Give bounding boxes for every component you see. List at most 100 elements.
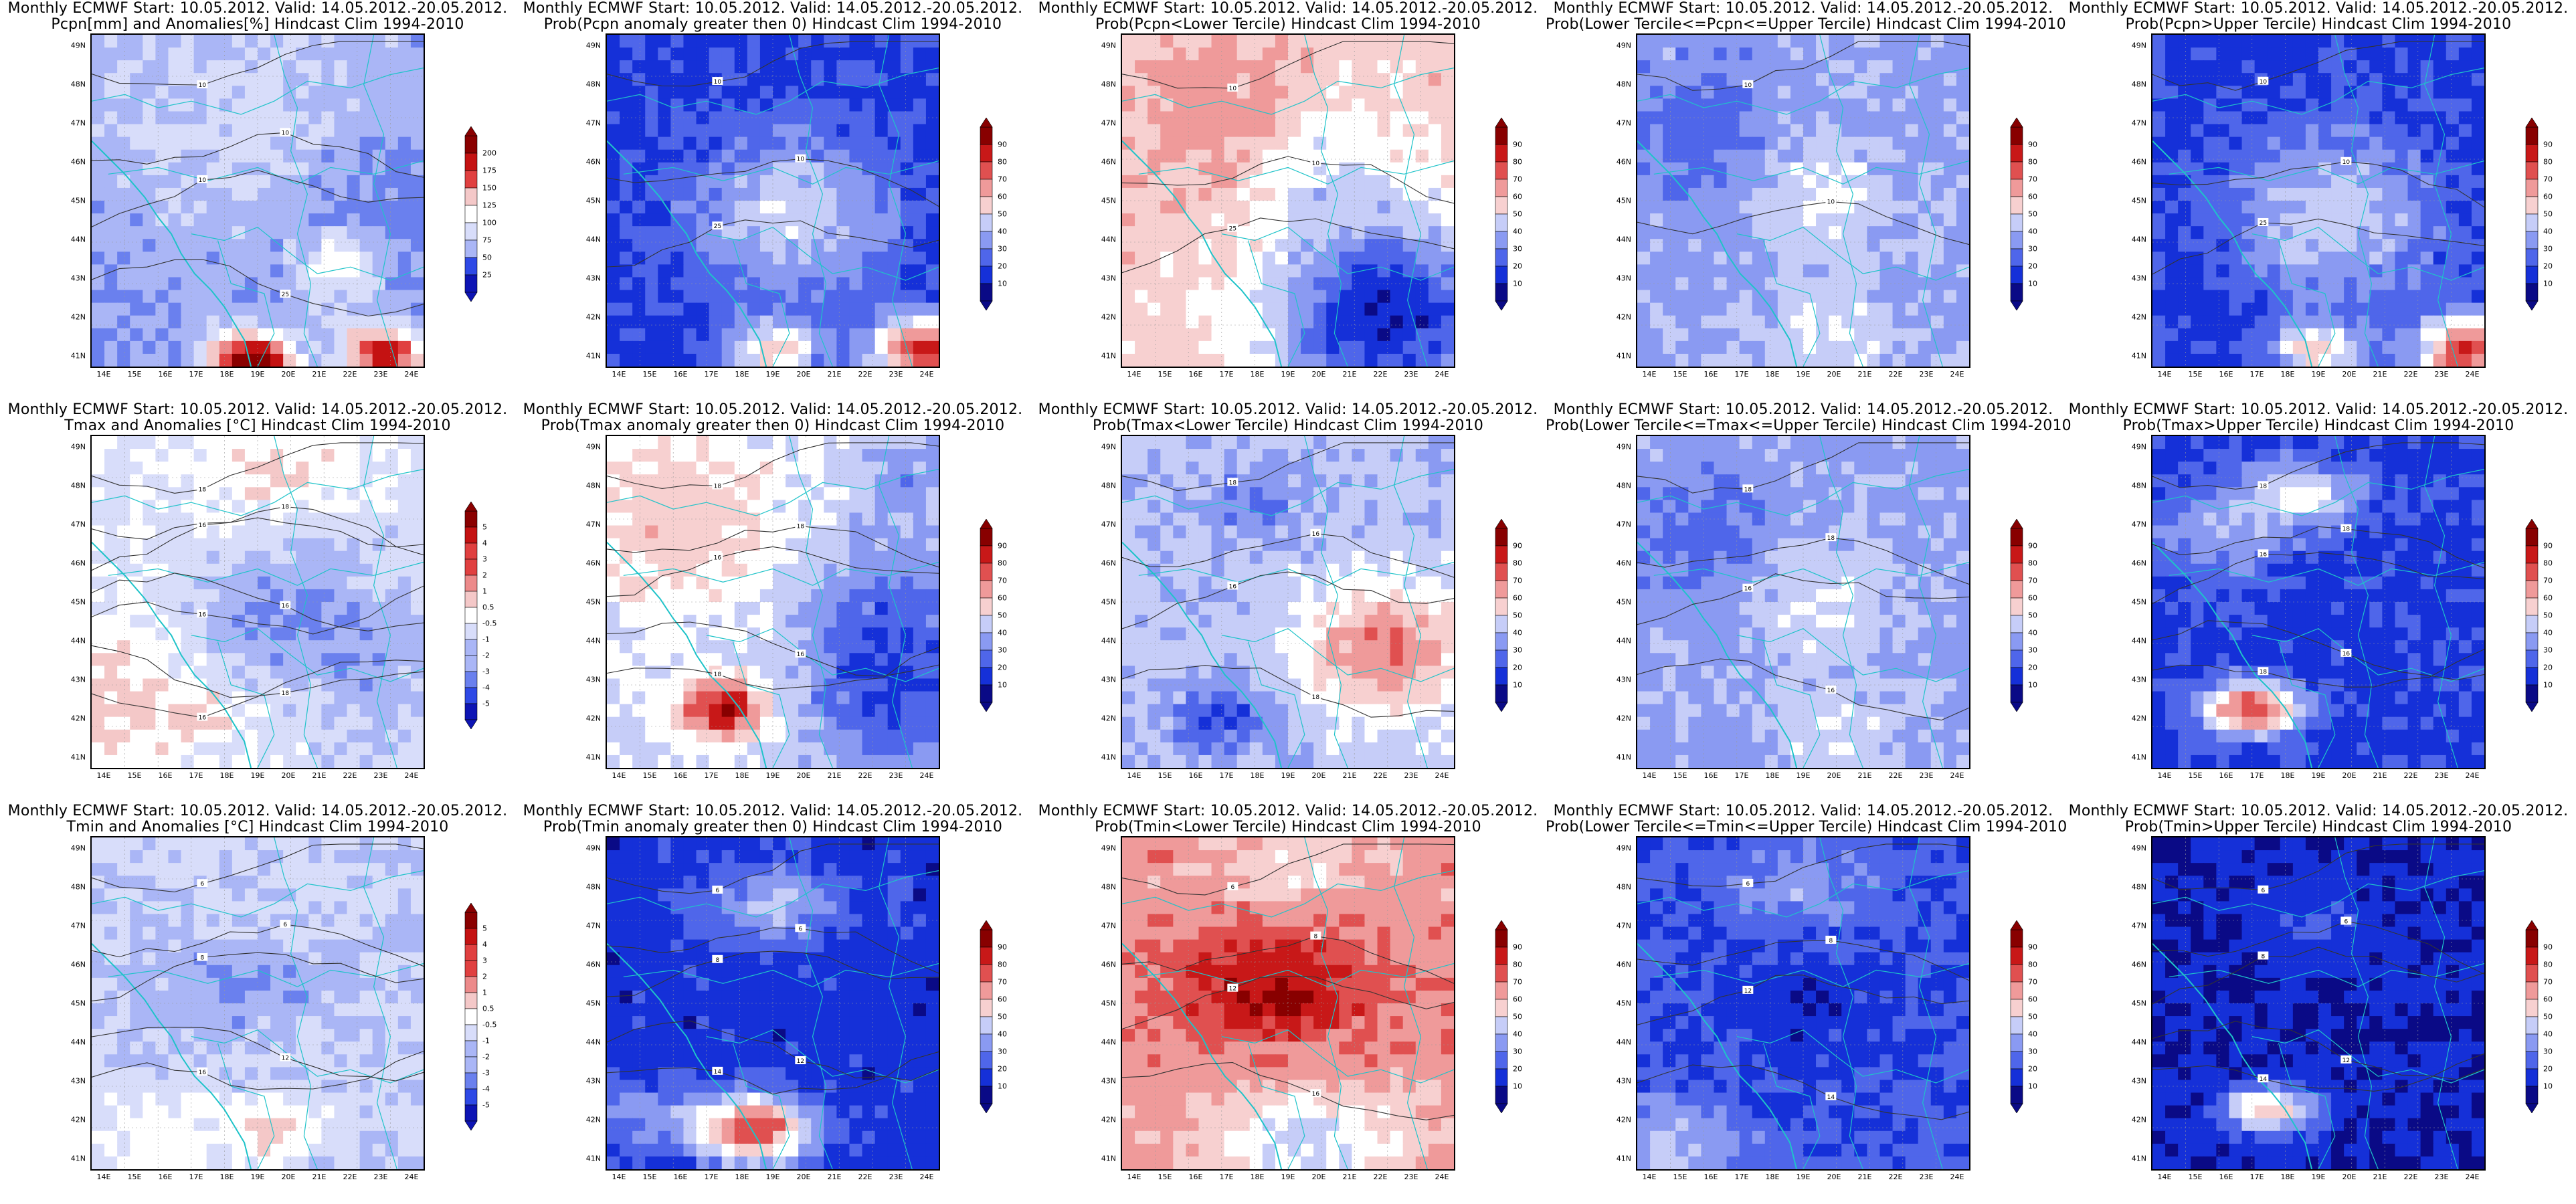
coastline [2152, 541, 2313, 768]
lon-tick-label: 19E [2311, 771, 2326, 780]
shaded-field: 18 18 16 16 [1637, 436, 1969, 768]
lat-tick-label: 42N [1101, 312, 1116, 322]
panel-title-line2: Tmax and Anomalies [°C] Hindcast Clim 19… [64, 417, 451, 434]
contour-label-bg [795, 649, 806, 658]
contour-label: 6 [2261, 888, 2265, 894]
lat-tick-label: 45N [1101, 196, 1116, 205]
colorbar-legend: 200 175 150 125 100 75 50 25 [464, 126, 496, 302]
map-area: 18 18 16 16 [1636, 435, 1970, 769]
lat-tick-label: 43N [2131, 1076, 2146, 1086]
colorbar-ramp [2525, 519, 2539, 712]
contour-label-bg [712, 886, 723, 894]
contour-label: 18 [282, 504, 290, 511]
lon-tick-label: 17E [189, 370, 203, 379]
contour-label: 8 [1313, 934, 1317, 940]
colorbar-label: 10 [2543, 279, 2553, 288]
lon-tick-label: 19E [1796, 1173, 1811, 1181]
contour-line [1637, 442, 1969, 494]
country-border [1637, 68, 1969, 115]
colorbar-label: 50 [998, 209, 1007, 219]
map-area: 10 10 25 [2151, 33, 2486, 368]
contour-label: 18 [1744, 486, 1752, 493]
country-border [92, 469, 424, 516]
colorbar-label: 60 [998, 995, 1007, 1004]
colorbar-label: 10 [1513, 1082, 1522, 1091]
contour-line [1122, 217, 1454, 274]
lon-tick-label: 16E [1704, 771, 1718, 780]
colorbar-label: 20 [2028, 663, 2037, 672]
contour-label: 18 [714, 484, 722, 490]
colorbar-legend: 90 80 70 60 50 40 30 20 10 [2524, 920, 2553, 1113]
lon-tick-label: 23E [889, 1173, 903, 1181]
contour-line [92, 585, 424, 635]
map-panel-tmax-anom: Monthly ECMWF Start: 10.05.2012. Valid: … [0, 401, 515, 803]
lon-tick-label: 21E [827, 1173, 842, 1181]
lon-tick-label: 18E [1250, 771, 1265, 780]
lat-tick-label: 47N [1616, 921, 1631, 930]
country-border [1247, 240, 1305, 367]
lon-tick-label: 15E [127, 771, 142, 780]
country-border [191, 1029, 424, 1084]
contour-label-bg [2258, 1074, 2269, 1083]
colorbar-label: 0.5 [482, 1004, 494, 1013]
lon-tick-label: 22E [1373, 1173, 1388, 1181]
contour-line [607, 526, 939, 568]
lat-tick-label: 41N [585, 1154, 601, 1163]
lon-tick-label: 21E [2373, 370, 2387, 379]
lon-tick-label: 14E [1642, 1173, 1657, 1181]
panel-title-line1: Monthly ECMWF Start: 10.05.2012. Valid: … [7, 0, 508, 17]
colorbar-legend: 90 80 70 60 50 40 30 20 10 [1494, 118, 1522, 310]
shaded-field: 18 18 16 16 18 [2152, 436, 2484, 768]
country-border [1819, 35, 1863, 367]
contour-line [607, 950, 939, 997]
panel-title-line1: Monthly ECMWF Start: 10.05.2012. Valid: … [523, 401, 1023, 418]
contour-line [607, 647, 939, 690]
country-border [706, 227, 939, 281]
colorbar-ramp [1495, 519, 1508, 712]
shaded-field: 6 6 8 12 14 [2152, 837, 2484, 1169]
lon-tick-label: 20E [2342, 771, 2357, 780]
lon-tick-label: 20E [1827, 370, 1841, 379]
contour-label-bg [2258, 481, 2269, 490]
contour-label-bg [197, 952, 208, 961]
contour-label: 16 [1312, 1091, 1320, 1098]
lon-tick-label: 24E [2465, 370, 2480, 379]
lat-tick-label: 42N [1101, 1115, 1116, 1124]
country-border [92, 68, 424, 115]
panel-title-line2: Prob(Lower Tercile<=Tmin<=Upper Tercile)… [1546, 819, 2067, 835]
lon-tick-label: 16E [1704, 370, 1718, 379]
lon-tick-label: 23E [1919, 1173, 1934, 1181]
contour-label-bg [1310, 931, 1321, 940]
contour-label-bg [1227, 882, 1238, 890]
contour-label-bg [795, 521, 806, 530]
country-border [363, 436, 397, 768]
contour-label: 18 [2260, 483, 2268, 490]
contour-label: 10 [199, 177, 207, 184]
colorbar-ramp [980, 920, 993, 1113]
contour-label: 16 [1827, 688, 1835, 694]
lat-tick-label: 42N [1101, 714, 1116, 723]
contour-label: 10 [282, 130, 290, 136]
lon-tick-label: 15E [127, 370, 142, 379]
colorbar-label: 20 [1513, 663, 1522, 672]
lon-tick-label: 15E [2188, 771, 2203, 780]
lon-tick-label: 23E [2434, 1173, 2449, 1181]
coastline [1637, 140, 1798, 367]
contour-line [2152, 920, 2484, 975]
contour-label: 6 [283, 922, 287, 928]
coastline [1122, 541, 1283, 768]
lon-tick-label: 20E [796, 771, 811, 780]
panel-title-line1: Monthly ECMWF Start: 10.05.2012. Valid: … [2068, 803, 2569, 819]
contour-line [92, 517, 424, 571]
colorbar-label: 60 [1513, 593, 1522, 603]
map-area: 6 8 12 16 [1121, 836, 1455, 1171]
colorbar-label: 20 [998, 262, 1007, 271]
lon-tick-label: 17E [704, 771, 719, 780]
lat-tick-label: 49N [585, 442, 601, 452]
lat-tick-label: 42N [585, 714, 601, 723]
colorbar-label: 80 [1513, 157, 1522, 167]
lon-tick-label: 18E [2280, 370, 2295, 379]
lon-tick-label: 22E [2403, 370, 2418, 379]
colorbar-label: -1 [482, 635, 490, 644]
lon-tick-label: 20E [2342, 370, 2357, 379]
